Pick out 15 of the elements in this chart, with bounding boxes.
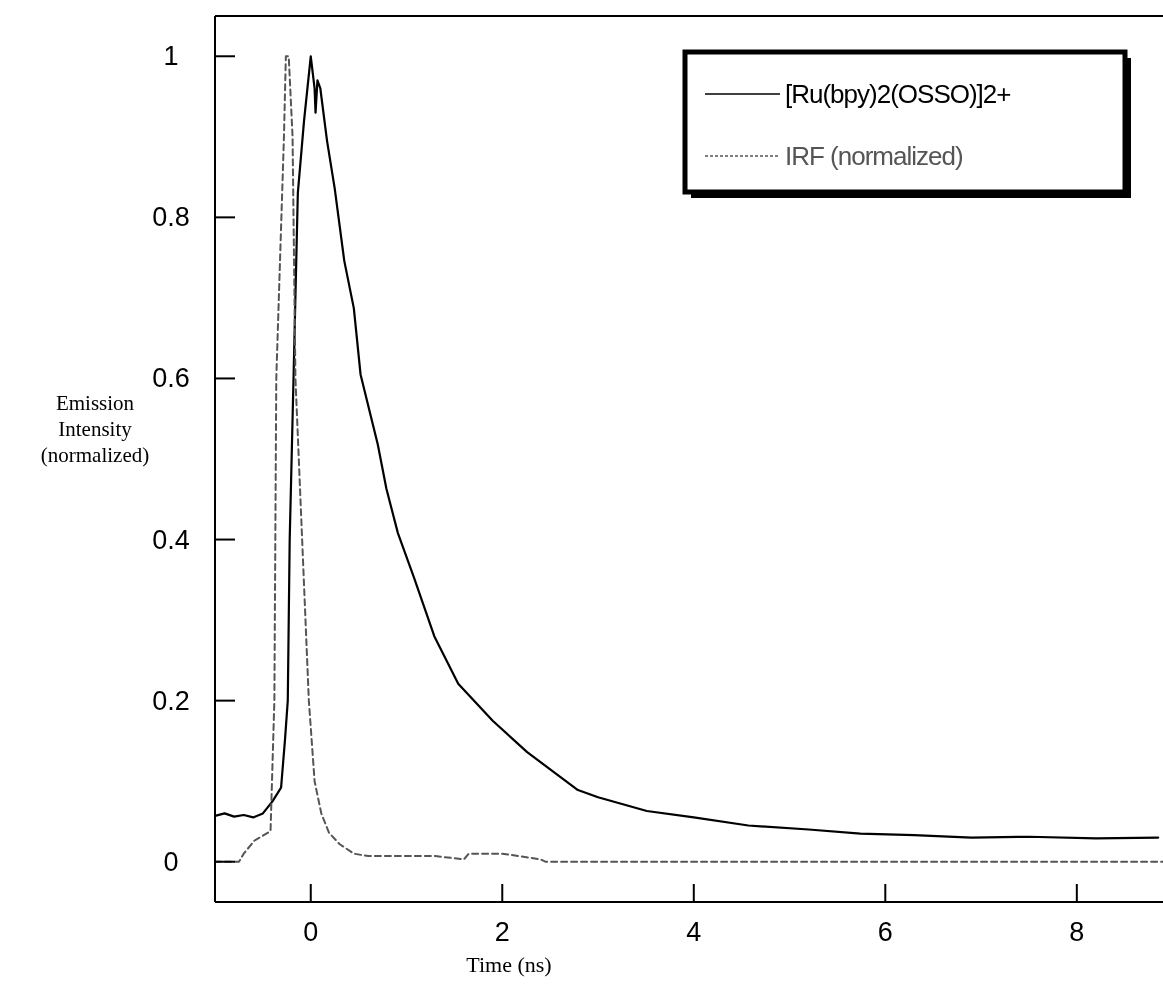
y-tick-label: 0: [163, 846, 179, 877]
legend-label: [Ru(bpy)2(OSSO)]2+: [785, 79, 1011, 109]
y-tick-label: 0.8: [152, 202, 190, 233]
y-tick-label: 0.6: [152, 363, 190, 394]
x-tick-label: 6: [877, 917, 893, 947]
y-tick-label: 0.4: [152, 524, 190, 555]
y-tick-label: 1: [163, 41, 179, 72]
x-tick-label: 8: [1069, 917, 1085, 947]
x-axis-title: Time (ns): [466, 952, 552, 977]
y-axis-title: Emission Intensity (normalized): [40, 391, 150, 467]
legend-label: IRF (normalized): [785, 141, 963, 171]
x-tick-label: 2: [494, 917, 510, 947]
x-tick-label: 0: [303, 917, 319, 947]
y-tick-label: 0.2: [152, 685, 190, 716]
x-tick-label: 4: [686, 917, 702, 947]
